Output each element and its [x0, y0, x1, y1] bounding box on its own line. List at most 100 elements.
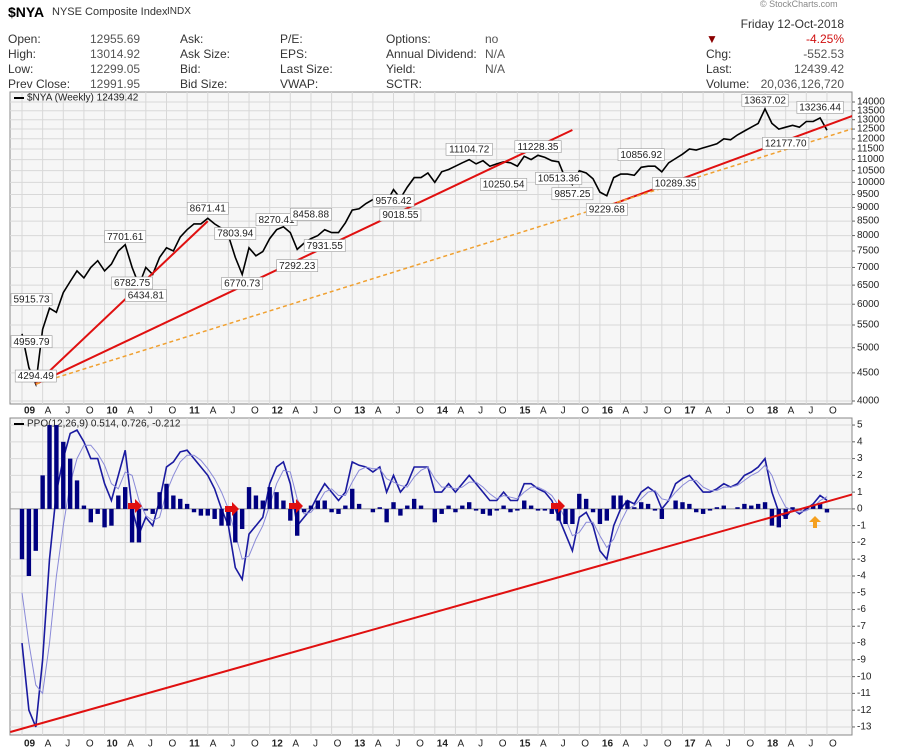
field-value: 12299.05 — [90, 62, 141, 76]
x-tick-label: 18 — [767, 406, 779, 417]
x-tick-label: J — [230, 406, 235, 417]
y-tick-label: -4 — [857, 571, 866, 582]
field-value: N/A — [485, 62, 506, 76]
histogram-bar — [824, 508, 830, 513]
x-tick-label: J — [148, 739, 153, 750]
x-tick-label: J — [396, 739, 401, 750]
y-tick-label: 5500 — [857, 320, 880, 331]
histogram-bar — [171, 495, 176, 509]
price-label-box — [762, 136, 810, 150]
histogram-bar — [33, 508, 38, 551]
x-tick-label: J — [148, 406, 153, 417]
field-label: VWAP: — [280, 77, 319, 91]
field-value: no — [485, 32, 499, 46]
histogram-bar — [239, 508, 245, 530]
histogram-bar — [40, 475, 45, 509]
y-tick-label: -7 — [857, 621, 866, 632]
price-label: 11228.35 — [518, 142, 559, 153]
histogram-bar — [198, 508, 204, 516]
legend: $NYA (Weekly) 12439.42 — [27, 93, 139, 104]
histogram-bar — [707, 508, 713, 511]
field-label: Bid Size: — [180, 77, 228, 91]
legend: PPO(12,26,9) 0.514, 0.726, -0.212 — [27, 419, 181, 430]
price-label: 10856.92 — [620, 150, 662, 161]
trendline — [35, 128, 852, 385]
histogram-bar — [755, 503, 761, 509]
histogram-bar — [556, 508, 561, 521]
exchange: INDX — [167, 6, 191, 17]
price-label-box — [585, 203, 628, 216]
x-tick-label: O — [251, 406, 259, 417]
histogram-bar — [301, 508, 307, 513]
histogram-bar — [659, 508, 665, 519]
histogram-bar — [762, 502, 768, 509]
histogram-bar — [687, 503, 692, 509]
x-tick-label: J — [726, 406, 731, 417]
price-label: 7701.61 — [107, 232, 144, 243]
x-tick-label: A — [210, 406, 217, 417]
trendline — [35, 220, 209, 385]
histogram-bar — [88, 508, 93, 523]
price-label-box — [796, 101, 844, 114]
x-tick-label: 18 — [767, 739, 779, 750]
price-label: 7292.23 — [279, 261, 316, 272]
field-label: Ask: — [180, 32, 204, 46]
histogram-bar — [515, 508, 520, 511]
histogram-bar — [652, 508, 658, 511]
histogram-bar — [549, 508, 554, 514]
histogram-bar — [116, 495, 121, 509]
histogram-bar — [350, 488, 355, 509]
plot — [10, 425, 852, 733]
y-tick-label: -5 — [857, 587, 866, 598]
histogram-bar — [749, 505, 754, 509]
price-label-box — [741, 93, 789, 107]
y-tick-label: 7000 — [857, 262, 880, 273]
histogram-bar — [694, 508, 699, 513]
price-label-box — [514, 140, 562, 153]
x-tick-label: A — [375, 406, 382, 417]
date: Friday 12-Oct-2018 — [740, 17, 844, 31]
x-tick-label: A — [375, 739, 382, 750]
x-tick-label: O — [664, 406, 672, 417]
x-tick-label: O — [746, 406, 754, 417]
y-tick-label: 11000 — [857, 154, 885, 165]
x-tick-label: A — [210, 739, 217, 750]
x-tick-label: A — [127, 739, 134, 750]
x-tick-label: O — [416, 739, 424, 750]
field-label: Ask Size: — [180, 47, 231, 61]
y-tick-label: 7500 — [857, 246, 880, 257]
price-label: 8270.41 — [258, 215, 295, 226]
x-tick-label: 16 — [602, 739, 614, 750]
histogram-bar — [645, 503, 651, 509]
histogram-bar — [522, 500, 527, 509]
histogram-bar — [74, 480, 80, 509]
histogram-bar — [721, 505, 726, 509]
y-tick-label: 12500 — [857, 124, 885, 135]
price-label-box — [124, 289, 167, 302]
watermark: © StockCharts.com — [760, 0, 838, 9]
price-label-box — [535, 172, 583, 185]
histogram-bar — [439, 508, 444, 514]
change-pct: -4.25% — [805, 32, 844, 46]
y-tick-label: -9 — [857, 654, 866, 665]
price-label-box — [445, 143, 493, 156]
histogram-bar — [700, 508, 706, 514]
x-tick-label: A — [457, 406, 464, 417]
x-tick-label: A — [540, 406, 547, 417]
y-tick-label: 3 — [857, 453, 863, 464]
x-tick-label: 17 — [684, 406, 696, 417]
histogram-bar — [246, 487, 252, 509]
price-label-box — [276, 259, 319, 272]
x-tick-label: O — [581, 406, 589, 417]
price-label-box — [10, 293, 53, 306]
y-tick-label: 5000 — [857, 342, 880, 353]
histogram-bar — [680, 502, 685, 509]
y-tick-label: 6500 — [857, 280, 880, 291]
histogram-bar — [295, 508, 300, 536]
y-tick-label: 14000 — [857, 97, 885, 108]
histogram-bar — [95, 508, 100, 514]
field-label: Last Size: — [280, 62, 333, 76]
histogram-bar — [260, 500, 265, 509]
x-tick-label: O — [829, 739, 837, 750]
